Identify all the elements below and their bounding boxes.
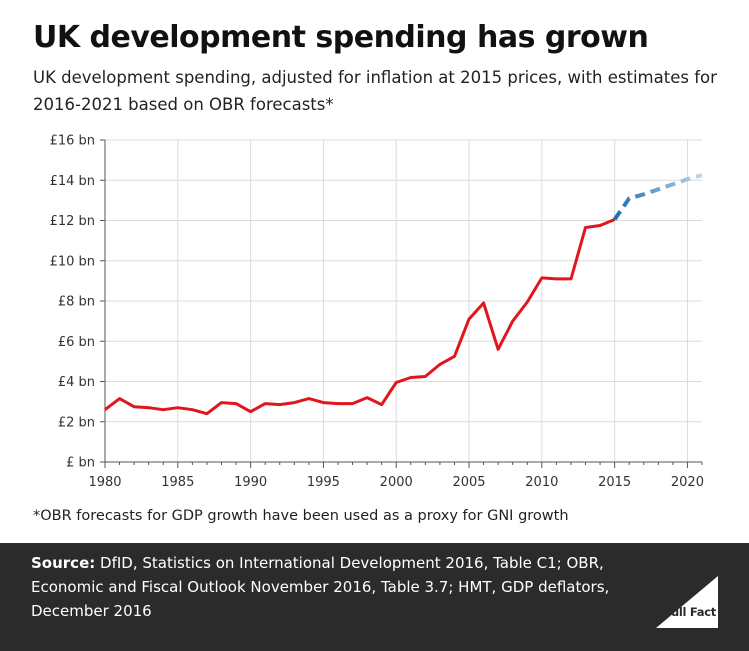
y-tick-label: £ bn bbox=[66, 456, 95, 471]
source-label: Source: bbox=[31, 554, 96, 572]
line-chart: £ bn £2 bn £4 bn £6 bn £8 bn £10 bn £12 bn £14 … bbox=[50, 134, 704, 491]
series bbox=[104, 173, 703, 416]
y-tick-label: £12 bn bbox=[50, 214, 95, 229]
x-tick-label: 2005 bbox=[452, 475, 485, 490]
series-forecast-line bbox=[612, 173, 703, 221]
source-body: DfID, Statistics on International Develo… bbox=[31, 554, 610, 620]
y-tick-label: £2 bn bbox=[58, 415, 95, 430]
y-tick-label: £10 bn bbox=[50, 254, 95, 269]
full-fact-logo-icon bbox=[656, 576, 718, 628]
tick-labels: £ bn £2 bn £4 bn £6 bn £8 bn £10 bn £12 bn £14 … bbox=[50, 134, 704, 491]
x-tick-label: 1980 bbox=[88, 475, 121, 490]
axes bbox=[100, 139, 703, 468]
x-tick-label: 2000 bbox=[380, 475, 413, 490]
grid-lines bbox=[104, 139, 702, 462]
y-tick-label: £8 bn bbox=[58, 295, 95, 310]
series-actual-line bbox=[104, 218, 616, 416]
x-tick-label: 1995 bbox=[307, 475, 340, 490]
source-text: Source: DfID, Statistics on Internationa… bbox=[31, 551, 651, 623]
y-tick-label: £6 bn bbox=[58, 335, 95, 350]
x-tick-label: 2010 bbox=[525, 475, 558, 490]
footnote: *OBR forecasts for GDP growth have been … bbox=[33, 508, 569, 524]
y-tick-label: £14 bn bbox=[50, 174, 95, 189]
x-tick-label: 2015 bbox=[598, 475, 631, 490]
x-tick-label: 2020 bbox=[671, 475, 704, 490]
x-tick-label: 1990 bbox=[234, 475, 267, 490]
chart-subtitle: UK development spending, adjusted for in… bbox=[33, 68, 717, 114]
logo-text: Full Fact bbox=[664, 605, 716, 619]
y-tick-label: £4 bn bbox=[58, 375, 95, 390]
chart-title: UK development spending has grown bbox=[33, 20, 649, 55]
source-box: Source: DfID, Statistics on Internationa… bbox=[0, 543, 749, 651]
x-tick-label: 1985 bbox=[161, 475, 194, 490]
y-tick-label: £16 bn bbox=[50, 134, 95, 149]
